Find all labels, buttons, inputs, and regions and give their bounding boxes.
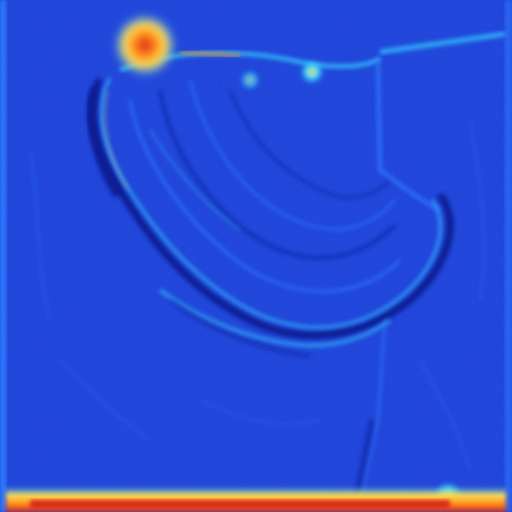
left-crease: [88, 88, 122, 198]
bottom-hot-band: [6, 486, 506, 512]
vertical-seam: [358, 319, 387, 501]
object-lower-shadow: [168, 298, 311, 358]
bottom-hot-core: [30, 500, 450, 508]
texture-strokes: [29, 119, 486, 471]
hotspot-small-2: [240, 70, 260, 90]
hotspot-top-left: [113, 13, 177, 77]
hotspot-small-1: [300, 60, 324, 84]
left-crease-highlight: [103, 91, 129, 191]
object-right-edge: [376, 59, 441, 212]
inner-fold-5: [149, 129, 241, 231]
right-edge: [505, 0, 512, 512]
inner-fold-4: [228, 89, 391, 199]
object-top-hot-edge: [179, 50, 241, 58]
object-lower-lip: [158, 288, 392, 348]
top-right-edge: [379, 31, 506, 55]
inner-fold-3: [188, 79, 397, 231]
inner-fold-2: [158, 89, 397, 260]
left-edge: [0, 0, 6, 512]
inner-fold-1: [128, 99, 402, 293]
